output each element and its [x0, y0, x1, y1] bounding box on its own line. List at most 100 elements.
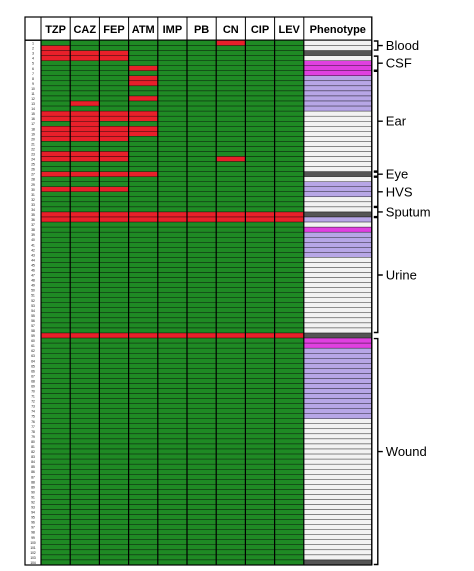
cell-cip-row-21	[245, 141, 275, 147]
cell-tzp-row-99	[40, 534, 71, 540]
cell-imp-row-97	[157, 524, 188, 530]
phenotype-cell-row-75	[303, 413, 372, 419]
phenotype-cell-row-40	[303, 237, 372, 243]
row-label: 42	[31, 248, 35, 252]
cell-atm-row-72	[128, 398, 158, 404]
cell-cip-row-35	[245, 211, 275, 218]
cell-imp-row-62	[157, 347, 188, 354]
cell-cn-row-21	[216, 141, 246, 147]
cell-lev-row-95	[274, 514, 304, 520]
cell-pb-row-62	[186, 347, 217, 354]
cell-tzp-row-50	[40, 287, 71, 293]
cell-cn-row-5	[216, 60, 246, 66]
cell-pb-row-49	[186, 282, 217, 288]
cell-cip-row-23	[245, 151, 275, 157]
row-label: 23	[31, 152, 35, 156]
cell-atm-row-18	[128, 126, 158, 132]
cell-cn-row-39	[216, 231, 246, 238]
cell-tzp-row-56	[40, 317, 71, 324]
column-header-pb: PB	[194, 24, 209, 36]
cell-lev-row-31	[274, 191, 304, 198]
cell-cn-row-73	[216, 403, 246, 409]
phenotype-cell-row-69	[303, 383, 372, 389]
cell-lev-row-29	[274, 181, 304, 187]
cell-imp-row-10	[157, 85, 188, 92]
cell-caz-row-81	[70, 443, 100, 450]
cell-fep-row-99	[99, 534, 129, 540]
cell-atm-row-66	[128, 368, 158, 374]
cell-tzp-row-89	[40, 484, 71, 490]
phenotype-cell-row-56	[303, 317, 372, 324]
phenotype-cell-row-82	[303, 448, 372, 455]
cell-cn-row-78	[216, 428, 246, 435]
cell-lev-row-41	[274, 242, 304, 248]
cell-cn-row-25	[216, 161, 246, 167]
cell-atm-row-100	[128, 539, 158, 546]
cell-pb-row-73	[186, 403, 217, 409]
cell-lev-row-103	[274, 554, 304, 561]
cell-atm-row-79	[128, 433, 158, 440]
cell-tzp-row-10	[40, 85, 71, 92]
phenotype-cell-row-66	[303, 368, 372, 374]
cell-fep-row-89	[99, 484, 129, 490]
row-label: 80	[31, 440, 35, 444]
cell-cip-row-100	[245, 539, 275, 546]
cell-lev-row-2	[274, 45, 304, 51]
cell-caz-row-33	[70, 201, 100, 208]
row-label: 74	[31, 410, 35, 414]
group-label-hvs: HVS	[386, 184, 413, 199]
cell-tzp-row-59	[40, 332, 71, 339]
cell-lev-row-49	[274, 282, 304, 288]
cell-atm-row-73	[128, 403, 158, 409]
group-label-eye: Eye	[386, 167, 408, 182]
cell-lev-row-68	[274, 378, 304, 384]
cell-atm-row-61	[128, 342, 158, 349]
cell-pb-row-14	[186, 105, 217, 112]
cell-tzp-row-96	[40, 519, 71, 525]
cell-pb-row-12	[186, 95, 217, 102]
cell-caz-row-61	[70, 342, 100, 349]
row-label: 17	[31, 122, 35, 126]
phenotype-cell-row-4	[303, 55, 372, 61]
cell-atm-row-59	[128, 332, 158, 339]
cell-atm-row-10	[128, 85, 158, 92]
cell-cn-row-57	[216, 322, 246, 329]
cell-cip-row-3	[245, 50, 275, 56]
row-label: 82	[31, 450, 35, 454]
cell-imp-row-43	[157, 252, 188, 258]
row-label: 87	[31, 475, 35, 479]
row-label: 54	[31, 309, 35, 313]
cell-imp-row-44	[157, 257, 188, 263]
cell-lev-row-6	[274, 65, 304, 71]
cell-cip-row-84	[245, 458, 275, 465]
cell-cn-row-69	[216, 383, 246, 389]
cell-pb-row-61	[186, 342, 217, 349]
cell-caz-row-100	[70, 539, 100, 546]
phenotype-cell-row-39	[303, 231, 372, 238]
phenotype-cell-row-100	[303, 539, 372, 546]
cell-imp-row-75	[157, 413, 188, 419]
phenotype-cell-row-67	[303, 373, 372, 379]
cell-cip-row-29	[245, 181, 275, 187]
cell-caz-row-74	[70, 408, 100, 414]
cell-cn-row-79	[216, 433, 246, 440]
cell-tzp-row-72	[40, 398, 71, 404]
cell-lev-row-15	[274, 110, 304, 117]
cell-imp-row-64	[157, 358, 188, 364]
row-label: 50	[31, 289, 35, 293]
cell-pb-row-96	[186, 519, 217, 525]
cell-imp-row-41	[157, 242, 188, 248]
row-label: 7	[32, 72, 34, 76]
cell-cip-row-72	[245, 398, 275, 404]
cell-caz-row-83	[70, 453, 100, 460]
cell-cn-row-20	[216, 136, 246, 142]
row-label: 70	[31, 390, 35, 394]
cell-pb-row-54	[186, 307, 217, 314]
cell-cn-row-13	[216, 100, 246, 107]
cell-atm-row-57	[128, 322, 158, 329]
phenotype-cell-row-53	[303, 302, 372, 308]
cell-imp-row-42	[157, 247, 188, 253]
cell-imp-row-2	[157, 45, 188, 51]
cell-tzp-row-46	[40, 267, 71, 273]
cell-tzp-row-37	[40, 221, 71, 228]
